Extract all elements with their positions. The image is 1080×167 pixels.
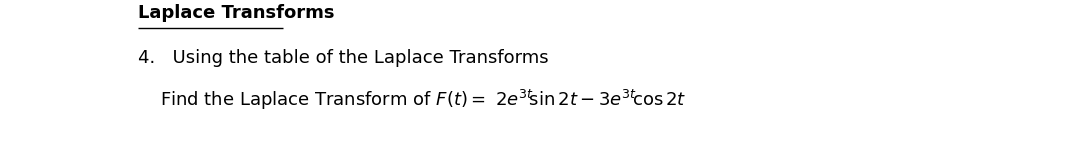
Text: Find the Laplace Transform of $F(t) = \ 2e^{3t}\!\sin 2t - 3e^{3t}\!\cos 2t$: Find the Laplace Transform of $F(t) = \ … <box>160 88 687 112</box>
Text: Laplace Transforms: Laplace Transforms <box>138 4 335 22</box>
Text: 4.   Using the table of the Laplace Transforms: 4. Using the table of the Laplace Transf… <box>138 49 549 67</box>
